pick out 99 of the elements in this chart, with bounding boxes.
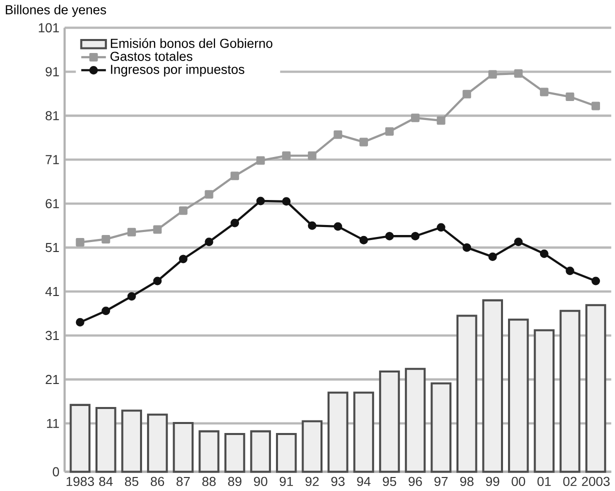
bar (404, 368, 426, 473)
bar (121, 410, 142, 473)
x-tick-label: 87 (176, 476, 190, 486)
x-tick-label: 98 (460, 476, 474, 486)
point (127, 292, 136, 301)
x-tick-label: 01 (537, 476, 551, 486)
x-tick-label: 89 (228, 476, 242, 486)
bar (302, 420, 323, 473)
x-tick-label: 99 (486, 476, 500, 486)
x-tick-label: 90 (254, 476, 268, 486)
point (178, 254, 188, 264)
point (592, 102, 600, 110)
bar (585, 304, 606, 473)
point (411, 232, 420, 240)
x-tick-label: 00 (512, 476, 526, 486)
point (308, 151, 316, 160)
x-tick-label: 1983 (66, 476, 94, 486)
bar (250, 430, 271, 473)
point (592, 276, 600, 286)
point (334, 222, 342, 231)
point (230, 218, 240, 228)
point (514, 238, 523, 246)
y-axis-title: Billones de yenes (6, 4, 106, 17)
y-tick-label: 41 (45, 287, 59, 296)
point (566, 266, 574, 276)
y-tick-label: 71 (46, 155, 59, 164)
bar (560, 310, 580, 473)
x-tick-label: 86 (150, 476, 164, 486)
point (540, 88, 548, 96)
point (76, 238, 84, 247)
y-tick-label: 61 (46, 199, 59, 208)
point (385, 127, 394, 136)
x-tick-label: 84 (99, 476, 113, 486)
point (153, 276, 162, 286)
bar (328, 392, 348, 473)
point (540, 250, 548, 258)
bar (430, 382, 452, 473)
bar (198, 430, 220, 473)
y-tick-label: 91 (46, 67, 59, 76)
point (462, 243, 472, 252)
point (488, 70, 497, 79)
x-tick-label: 95 (382, 476, 396, 486)
point (282, 197, 291, 206)
bar (224, 433, 246, 473)
point (514, 69, 523, 78)
point (102, 306, 110, 316)
point (462, 90, 472, 98)
bar (70, 404, 90, 473)
point (204, 238, 214, 246)
legend-label: Emisión bonos del Gobierno (110, 38, 272, 48)
y-tick-label: 101 (38, 23, 59, 32)
point (334, 130, 342, 139)
point (256, 156, 265, 165)
point (359, 236, 368, 244)
point (282, 151, 291, 160)
bar (482, 299, 504, 473)
y-tick-label: 31 (46, 330, 59, 340)
point (230, 172, 240, 180)
y-tick-label: 81 (46, 111, 59, 120)
point (308, 221, 316, 230)
x-tick-label: 02 (563, 476, 577, 486)
x-tick-label: 97 (434, 476, 448, 486)
x-tick-label: 96 (408, 476, 422, 486)
bar (456, 314, 478, 473)
x-tick-label: 92 (306, 476, 319, 486)
x-tick-label: 94 (357, 476, 371, 486)
point (127, 228, 136, 236)
point (436, 116, 446, 125)
legend-label: Ingresos por impuestos (111, 64, 244, 77)
bar (353, 392, 374, 473)
point (153, 225, 162, 234)
point (76, 318, 84, 327)
bar (95, 407, 116, 473)
bar (172, 422, 194, 473)
point (488, 252, 497, 262)
point (204, 190, 214, 199)
point (566, 92, 574, 102)
x-tick-label: 85 (125, 476, 138, 486)
x-tick-label: 2003 (582, 476, 610, 486)
bar (147, 414, 168, 473)
bar (534, 329, 555, 473)
y-tick-label: 51 (46, 243, 59, 252)
bar (508, 318, 529, 473)
point (411, 114, 420, 122)
bar (379, 370, 400, 473)
bar (276, 433, 297, 473)
legend-label: Gastos totales (110, 51, 192, 62)
point (385, 232, 394, 240)
y-tick-label: 0 (52, 467, 60, 476)
point (256, 196, 265, 206)
point (359, 138, 368, 146)
y-tick-label: 21 (46, 374, 59, 384)
point (436, 223, 446, 232)
x-tick-label: 91 (280, 476, 293, 486)
x-tick-label: 93 (331, 476, 345, 486)
x-tick-label: 88 (202, 476, 216, 486)
point (102, 235, 110, 244)
point (178, 206, 188, 215)
y-tick-label: 11 (47, 419, 59, 428)
